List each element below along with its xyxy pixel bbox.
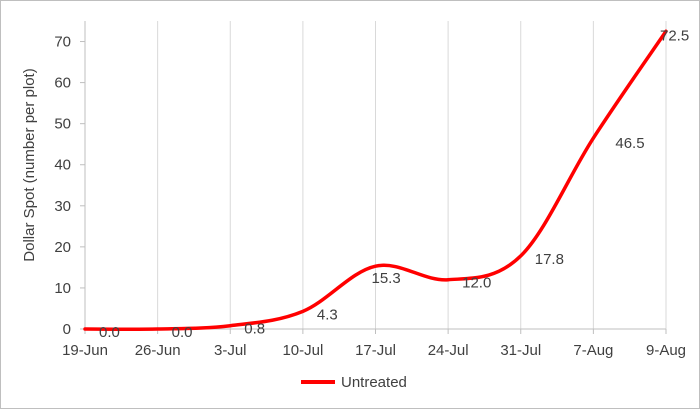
data-label-3: 4.3 (317, 306, 338, 323)
y-tick-label-30: 30 (54, 198, 71, 215)
data-label-7: 46.5 (615, 135, 644, 152)
y-tick-label-50: 50 (54, 116, 71, 133)
data-labels: 0.0 0.0 0.8 4.3 15.3 12.0 17.8 46.5 72.5 (99, 27, 689, 341)
legend: Untreated (301, 374, 407, 391)
data-label-8: 72.5 (660, 27, 689, 44)
x-tick-label-2: 3-Jul (214, 342, 247, 359)
series-line-0 (83, 29, 668, 331)
legend-label-untreated: Untreated (341, 374, 407, 391)
y-tick-label-70: 70 (54, 34, 71, 51)
x-tick-label-7: 7-Aug (573, 342, 613, 359)
data-label-0: 0.0 (99, 324, 120, 341)
x-tick-label-1: 26-Jun (135, 342, 181, 359)
x-tick-label-3: 10-Jul (282, 342, 323, 359)
y-tick-label-20: 20 (54, 239, 71, 256)
x-tick-label-0: 19-Jun (62, 342, 108, 359)
y-tick-label-40: 40 (54, 157, 71, 174)
x-tick-label-4: 17-Jul (355, 342, 396, 359)
x-axis-tick-labels: 19-Jun 26-Jun 3-Jul 10-Jul 17-Jul 24-Jul 31-Ju… (62, 342, 686, 359)
y-axis-title: Dollar Spot (number per plot) (21, 68, 38, 261)
y-tick-label-60: 60 (54, 75, 71, 92)
grid-lines (84, 21, 667, 329)
y-tick-label-0: 0 (63, 321, 71, 338)
series-lines (83, 29, 668, 331)
data-label-5: 12.0 (462, 275, 491, 292)
x-tick-label-5: 24-Jul (428, 342, 469, 359)
data-label-1: 0.0 (172, 324, 193, 341)
y-tick-label-10: 10 (54, 280, 71, 297)
data-label-2: 0.8 (244, 321, 265, 338)
y-axis-tick-labels: 0 10 20 30 40 50 60 70 (54, 34, 71, 338)
data-label-4: 15.3 (372, 270, 401, 287)
x-tick-label-6: 31-Jul (500, 342, 541, 359)
data-label-6: 17.8 (535, 251, 564, 268)
x-tick-label-8: 9-Aug (646, 342, 686, 359)
